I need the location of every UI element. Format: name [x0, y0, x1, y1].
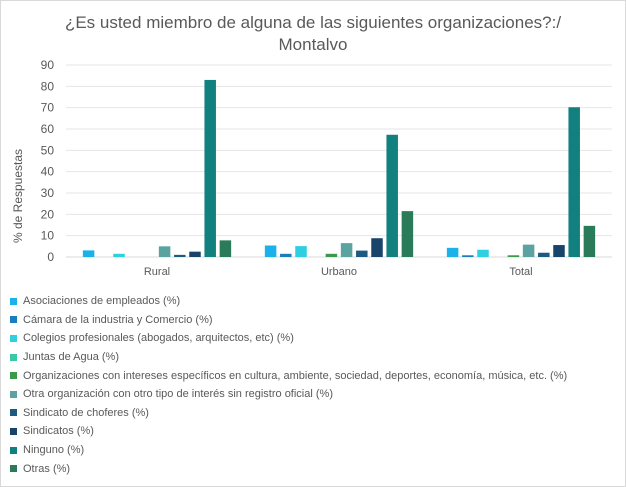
legend-label: Cámara de la industria y Comercio (%)	[23, 313, 213, 326]
legend-swatch	[10, 446, 17, 454]
bar	[462, 255, 474, 257]
bar	[522, 244, 535, 257]
bar	[82, 250, 95, 257]
legend-item: Ninguno (%)	[10, 441, 620, 460]
legend-item: Otra organización con otro tipo de inter…	[10, 385, 620, 404]
legend: Asociaciones de empleados (%) Cámara de l…	[10, 292, 620, 478]
bar	[568, 107, 580, 258]
chart-title-line1: ¿Es usted miembro de alguna de las sigui…	[64, 13, 562, 32]
legend-swatch	[10, 353, 17, 361]
legend-item: Cámara de la industria y Comercio (%)	[10, 311, 620, 330]
y-tick-label: 30	[41, 186, 55, 200]
legend-label: Organizaciones con intereses específicos…	[23, 369, 568, 382]
bar	[280, 253, 292, 257]
legend-swatch	[10, 409, 17, 417]
bar-chart: 0 10 20 30 40 50 60 70 80 90 Rural Urbano Total % d…	[11, 58, 612, 278]
y-tick-label: 10	[41, 229, 55, 243]
bar	[158, 246, 171, 257]
bar	[401, 211, 414, 257]
legend-swatch	[10, 390, 17, 398]
legend-label: Juntas de Agua (%)	[23, 351, 120, 364]
bar	[386, 134, 398, 257]
legend-label: Sindicatos (%)	[23, 425, 94, 438]
x-tick-label: Total	[509, 266, 532, 278]
legend-swatch	[10, 372, 17, 380]
bar	[174, 254, 186, 257]
legend-label: Otras (%)	[23, 462, 71, 475]
y-tick-label: 0	[47, 250, 54, 264]
bar	[295, 246, 307, 257]
legend-item: Sindicatos (%)	[10, 422, 620, 441]
bar	[219, 240, 232, 257]
legend-swatch	[10, 427, 17, 435]
bar	[371, 238, 383, 257]
legend-item: Asociaciones de empleados (%)	[10, 292, 620, 311]
bar	[356, 250, 368, 257]
y-tick-label: 60	[41, 122, 55, 136]
bar	[325, 253, 338, 257]
bar	[340, 243, 353, 257]
legend-label: Sindicato de choferes (%)	[23, 406, 149, 419]
legend-swatch	[10, 465, 17, 473]
bar	[113, 253, 125, 257]
legend-label: Colegios profesionales (abogados, arquit…	[23, 332, 294, 345]
bar	[583, 225, 596, 257]
legend-swatch	[10, 334, 17, 342]
legend-item: Juntas de Agua (%)	[10, 348, 620, 367]
bar	[507, 255, 520, 257]
legend-label: Otra organización con otro tipo de inter…	[23, 388, 333, 401]
bar	[189, 251, 201, 257]
legend-swatch	[10, 297, 17, 305]
x-axis-ticks: Rural Urbano Total	[144, 266, 533, 278]
y-tick-label: 80	[41, 79, 55, 93]
x-tick-label: Urbano	[321, 266, 357, 278]
y-tick-label: 40	[41, 165, 55, 179]
gridlines	[66, 64, 612, 258]
x-tick-label: Rural	[144, 266, 170, 278]
legend-item: Sindicato de choferes (%)	[10, 404, 620, 423]
legend-label: Ninguno (%)	[23, 444, 85, 457]
legend-label: Asociaciones de empleados (%)	[23, 295, 181, 308]
y-axis-label: % de Respuestas	[11, 149, 25, 243]
chart-title-line2: Montalvo	[278, 35, 348, 54]
bar	[446, 247, 459, 257]
y-tick-label: 20	[41, 207, 55, 221]
bar	[264, 245, 277, 257]
bar	[204, 79, 216, 258]
y-tick-label: 50	[41, 143, 55, 157]
legend-item: Organizaciones con intereses específicos…	[10, 366, 620, 385]
bar	[553, 245, 565, 257]
y-tick-label: 90	[41, 58, 55, 72]
legend-swatch	[10, 316, 17, 324]
bar	[477, 249, 489, 257]
legend-item: Colegios profesionales (abogados, arquit…	[10, 329, 620, 348]
chart-title: ¿Es usted miembro de alguna de las sigui…	[0, 12, 626, 56]
legend-item: Otras (%)	[10, 459, 620, 478]
bars	[82, 79, 596, 258]
y-tick-label: 70	[41, 101, 55, 115]
y-axis-ticks: 0 10 20 30 40 50 60 70 80 90	[41, 58, 55, 264]
bar	[538, 252, 550, 257]
